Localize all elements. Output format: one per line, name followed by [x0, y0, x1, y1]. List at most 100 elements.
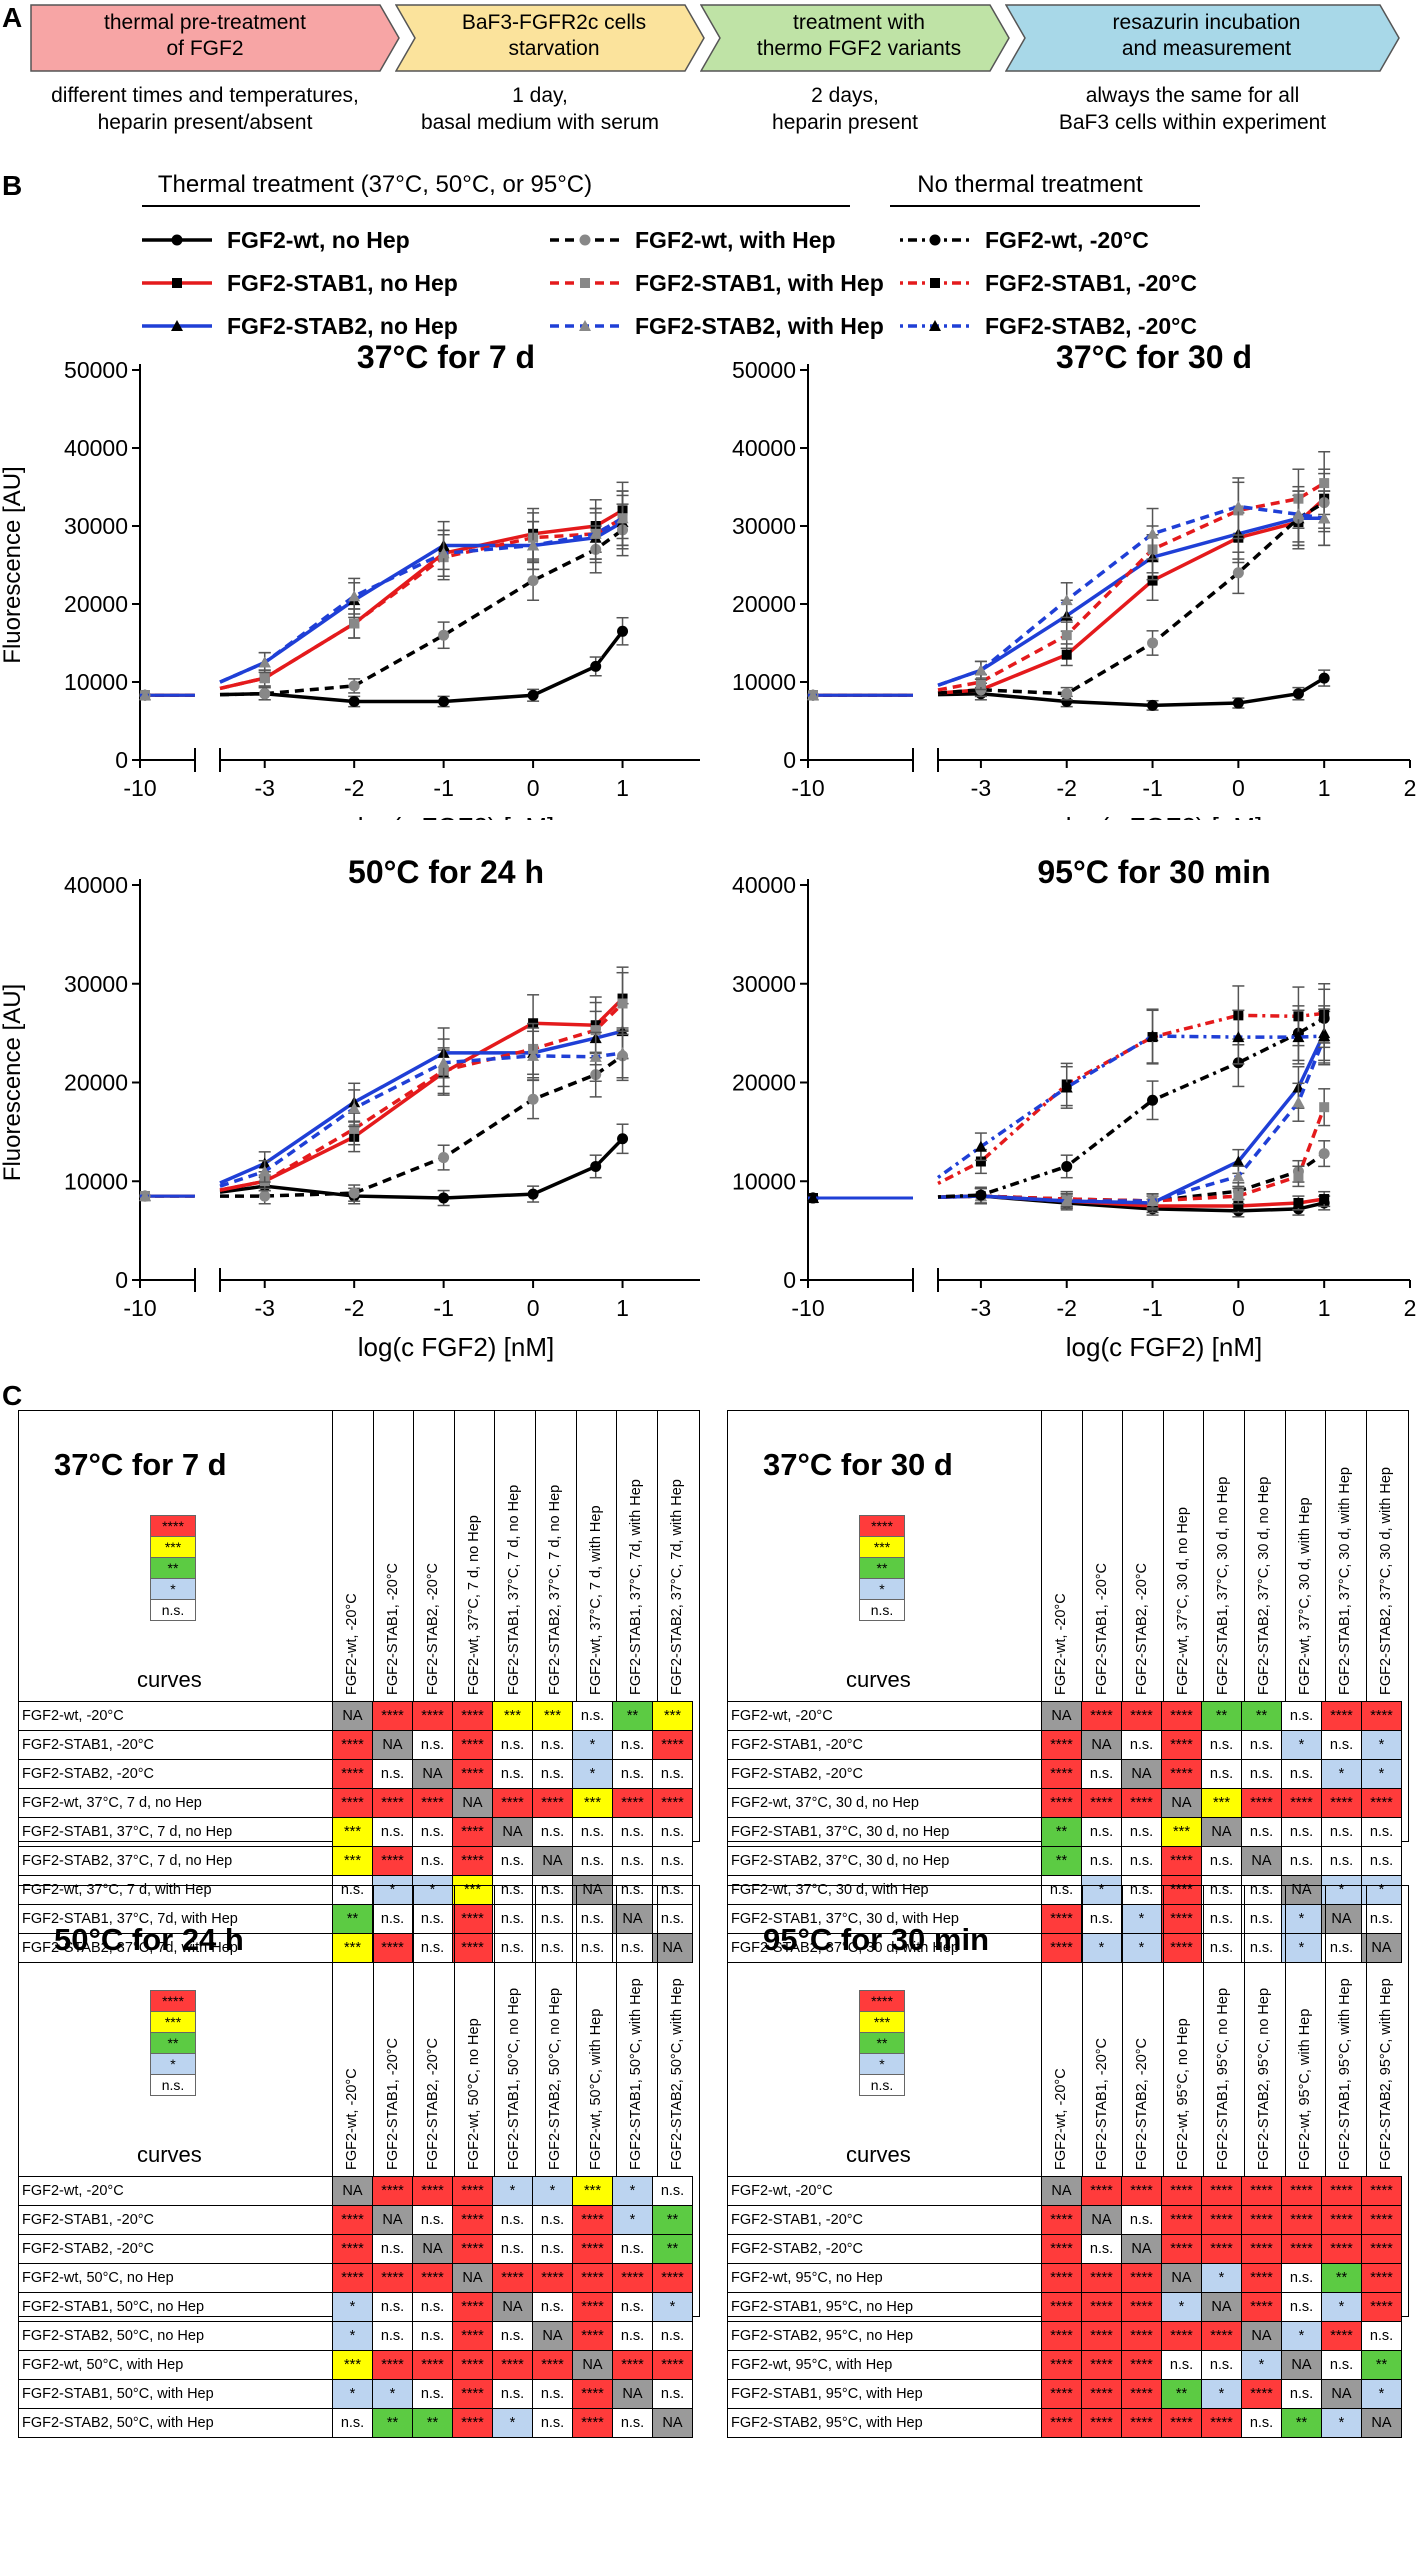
significance-grid: FGF2-wt, -20°C NA **** **** **** ** ** n.s. ****… [727, 1701, 1402, 1963]
significance-cell: NA [1281, 1875, 1322, 1905]
data-point [1318, 1030, 1331, 1042]
significance-cell: NA [1361, 1933, 1402, 1963]
chart-50c-24h: 50°C for 24 h Fluorescence [AU] 0 10000 2000… [0, 855, 700, 1362]
significance-legend-swatch: ** [859, 1557, 905, 1579]
significance-cell: **** [1081, 2263, 1122, 2293]
significance-cell: *** [452, 1875, 493, 1905]
row-label: FGF2-STAB1, 37°C, 7d, with Hep [18, 1904, 333, 1934]
significance-cell: ** [1041, 1846, 1082, 1876]
significance-cell: n.s. [1241, 2408, 1282, 2438]
significance-cell: * [1361, 1730, 1402, 1760]
x-tick-label: 2 [1404, 1295, 1417, 1321]
significance-cell: **** [452, 1701, 493, 1731]
legend-marker [580, 278, 590, 288]
table-row: FGF2-wt, 37°C, 7 d, no Hep **** **** **** NA… [18, 1788, 693, 1818]
workflow-step-note: 1 day, basal medium with serum [420, 84, 660, 134]
significance-cell: * [1121, 1933, 1162, 1963]
significance-legend-swatch: * [150, 1578, 196, 1600]
significance-cell: **** [1081, 2176, 1122, 2206]
y-tick-label: 20000 [64, 591, 128, 617]
significance-cell: **** [652, 2350, 693, 2380]
column-header: FGF2-STAB1, 95°C, no Hep [1203, 1886, 1244, 2176]
curves-label: curves [137, 1667, 202, 1692]
significance-cell: n.s. [532, 1875, 573, 1905]
data-point [1232, 1155, 1245, 1167]
column-header: FGF2-STAB2, 37°C, 7 d, no Hep [535, 1411, 576, 1701]
significance-cell: n.s. [1281, 1759, 1322, 1789]
y-tick-label: 30000 [732, 513, 796, 539]
data-point [1146, 527, 1159, 539]
column-header: FGF2-wt, 95°C, no Hep [1162, 1886, 1204, 2176]
significance-cell: * [1361, 1759, 1402, 1789]
series-fgf2-stab2-with-hep [807, 1010, 1331, 1209]
significance-cell: **** [1241, 2263, 1282, 2293]
row-label: FGF2-wt, 50°C, with Hep [18, 2350, 333, 2380]
significance-cell: **** [1321, 1701, 1362, 1731]
table-row: FGF2-STAB2, -20°C **** n.s. NA **** n.s. n.s. *… [18, 2234, 693, 2264]
significance-cell: NA [372, 1730, 413, 1760]
significance-legend-swatch: * [859, 1578, 905, 1600]
row-label: FGF2-STAB1, 95°C, no Hep [727, 2292, 1042, 2322]
significance-cell: **** [1241, 1788, 1282, 1818]
y-tick-label: 30000 [64, 513, 128, 539]
row-label: FGF2-wt, -20°C [18, 1701, 333, 1731]
series-fgf2-wt-20-c [807, 988, 1331, 1204]
significance-cell: *** [1161, 1817, 1202, 1847]
row-label: FGF2-wt, 95°C, with Hep [727, 2350, 1042, 2380]
significance-cell: *** [332, 1817, 373, 1847]
significance-cell: NA [532, 1846, 573, 1876]
series-line [937, 1016, 1326, 1199]
significance-cell: **** [412, 2176, 453, 2206]
curves-label: curves [846, 2142, 911, 2167]
significance-cell: **** [1321, 2234, 1362, 2264]
significance-cell: **** [1201, 2321, 1242, 2351]
significance-legend: **** *** ** * n.s. [859, 1990, 905, 2096]
significance-cell: n.s. [572, 1817, 613, 1847]
significance-cell: **** [412, 1701, 453, 1731]
table-row: FGF2-wt, 37°C, 7 d, with Hep n.s. * * *** n.s… [18, 1875, 693, 1905]
significance-cell: **** [1281, 2176, 1322, 2206]
significance-cell: **** [1321, 2321, 1362, 2351]
significance-cell: n.s. [1201, 1933, 1242, 1963]
y-tick-label: 50000 [732, 357, 796, 383]
significance-cell: **** [332, 1759, 373, 1789]
significance-cell: **** [1081, 2292, 1122, 2322]
significance-cell: * [572, 1759, 613, 1789]
significance-cell: n.s. [612, 2321, 653, 2351]
significance-cell: **** [452, 2176, 493, 2206]
workflow-step-title: thermal pre-treatment of FGF2 [104, 11, 306, 60]
table-row: FGF2-STAB2, 37°C, 30 d, no Hep ** n.s. n.s.… [727, 1846, 1402, 1876]
significance-cell: n.s. [332, 2408, 373, 2438]
data-point [349, 618, 360, 629]
data-point [590, 660, 602, 672]
y-tick-label: 10000 [64, 669, 128, 695]
significance-table: 50°C for 24 h **** *** ** * n.s. curves FGF2-wt… [18, 1885, 700, 2438]
column-header: FGF2-wt, 37°C, 30 d, with Hep [1284, 1411, 1326, 1701]
significance-cell: n.s. [1121, 1875, 1162, 1905]
significance-cell: **** [572, 2292, 613, 2322]
significance-cell: *** [332, 2350, 373, 2380]
legend-label: FGF2-wt, with Hep [635, 227, 836, 253]
table-row: FGF2-STAB2, 50°C, with Hep n.s. ** ** **** * n… [18, 2408, 693, 2438]
significance-cell: NA [1201, 2292, 1242, 2322]
significance-cell: **** [1241, 2234, 1282, 2264]
y-tick-label: 10000 [732, 669, 796, 695]
significance-legend-swatch: *** [150, 1536, 196, 1558]
table-row: FGF2-STAB2, 95°C, with Hep **** **** **** **… [727, 2408, 1402, 2438]
data-point [1061, 630, 1072, 641]
series-line [219, 1051, 623, 1188]
significance-cell: **** [572, 2408, 613, 2438]
row-label: FGF2-STAB2, 50°C, with Hep [18, 2408, 333, 2438]
x-tick-label: -3 [971, 1295, 991, 1321]
significance-cell: n.s. [1321, 2350, 1362, 2380]
significance-cell: **** [1161, 1846, 1202, 1876]
significance-cell: **** [412, 1788, 453, 1818]
significance-cell: n.s. [1361, 1846, 1402, 1876]
significance-cell: n.s. [1161, 2350, 1202, 2380]
significance-cell: **** [572, 2205, 613, 2235]
significance-cell: **** [1041, 2234, 1082, 2264]
legend-label: FGF2-STAB2, with Hep [635, 313, 884, 339]
significance-cell: **** [1081, 2379, 1122, 2409]
y-tick-label: 20000 [732, 591, 796, 617]
significance-cell: n.s. [612, 2234, 653, 2264]
